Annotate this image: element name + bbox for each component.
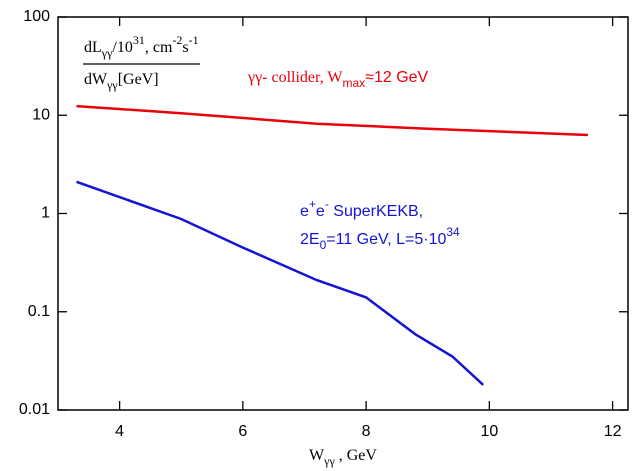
- series-line: [76, 104, 588, 137]
- x-tick-label: 4: [115, 423, 124, 440]
- y-tick-label: 0.1: [28, 303, 50, 320]
- y-tick-label: 1: [41, 205, 50, 222]
- x-axis-label: Wγγ , GeV: [309, 447, 377, 468]
- x-tick-label: 6: [238, 423, 247, 440]
- annotation-blue-2: 2E0=11 GeV, L=5·1034: [300, 225, 460, 252]
- x-tick-label: 10: [480, 423, 498, 440]
- y-tick-label: 10: [32, 106, 50, 123]
- x-tick-label: 12: [604, 423, 622, 440]
- annotation-blue-1: e+e- SuperKEKB,: [300, 197, 423, 220]
- y-tick-label: 100: [23, 8, 50, 25]
- y-tick-label: 0.01: [19, 401, 50, 418]
- x-tick-label: 8: [362, 423, 371, 440]
- y-axis-label-numerator: dLγγ/1031, cm-2s-1: [84, 33, 199, 60]
- y-axis-label-denominator: dWγγ[GeV]: [84, 71, 159, 92]
- annotation-red: γγ- collider, Wmax≈12 GeV: [247, 69, 429, 90]
- series-line: [76, 180, 485, 386]
